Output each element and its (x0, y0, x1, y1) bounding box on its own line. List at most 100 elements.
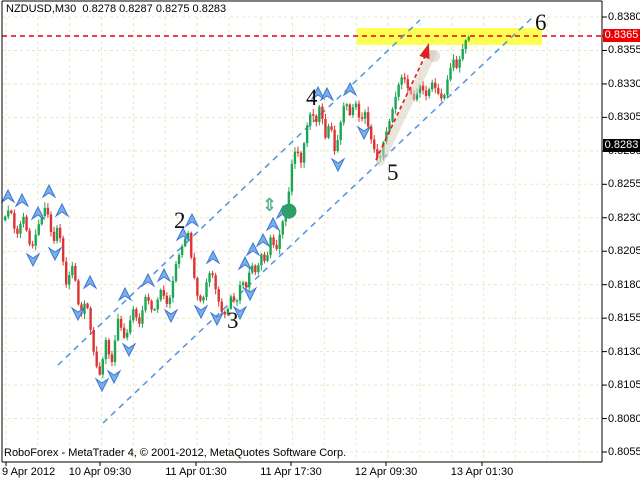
bull-candle (68, 275, 71, 285)
price-axis-label: 0.8380 (608, 11, 640, 23)
price-axis-label: 0.8080 (608, 412, 640, 425)
channel-line (102, 16, 534, 424)
bull-candle (83, 303, 86, 314)
bear-candle (25, 216, 28, 231)
bear-candle (190, 232, 193, 258)
fractal-up-icon (82, 274, 98, 290)
bull-candle (266, 255, 269, 261)
bear-candle (107, 340, 111, 355)
bear-candle (95, 351, 98, 367)
bull-candle (278, 234, 281, 249)
bull-candle (226, 308, 230, 315)
fractal-up-icon (156, 267, 172, 283)
bear-candle (312, 114, 315, 116)
bear-candle (348, 104, 352, 116)
bear-candle (74, 265, 77, 281)
bear-candle (31, 244, 34, 246)
price-axis-label: 0.8155 (608, 312, 640, 325)
bear-candle (263, 254, 266, 261)
bear-candle (162, 289, 165, 296)
fractal-arrow-layer (0, 81, 372, 393)
fractal-down-icon (94, 377, 110, 393)
fractal-up-icon (0, 188, 16, 204)
bear-candle (58, 227, 62, 239)
bear-candle (165, 295, 169, 304)
bull-candle (116, 318, 120, 341)
bear-candle (193, 257, 196, 278)
bull-candle (257, 265, 260, 273)
bull-candle (269, 237, 272, 256)
bull-candle (336, 140, 339, 152)
bull-candle (129, 320, 132, 333)
price-axis-label: 0.8205 (608, 245, 640, 258)
bull-candle (281, 221, 284, 235)
fractal-down-icon (163, 308, 179, 324)
trendline-layer (57, 16, 534, 424)
bull-candle (363, 112, 367, 119)
bear-candle (65, 261, 68, 285)
fractal-up-icon (184, 212, 200, 228)
bull-candle (141, 310, 144, 324)
axis-layer (1, 0, 607, 466)
bear-candle (366, 112, 370, 127)
bear-candle (98, 366, 101, 375)
bear-candle (254, 265, 257, 273)
bull-candle (235, 300, 239, 302)
bull-candle (418, 85, 422, 94)
bull-candle (205, 282, 208, 297)
fractal-up-icon (265, 216, 281, 232)
bull-candle (400, 77, 403, 85)
bull-candle (248, 272, 251, 288)
bull-candle (104, 340, 108, 360)
bull-candle (388, 121, 391, 132)
fractal-up-icon (255, 232, 271, 248)
entry-point-marker (281, 203, 297, 219)
bull-candle (427, 89, 431, 96)
time-axis-label: 10 Apr 09:30 (68, 466, 132, 478)
bear-candle (403, 77, 406, 80)
fractal-up-icon (54, 202, 70, 218)
forecast-arrow-head (419, 43, 430, 59)
bear-candle (357, 103, 361, 118)
grid-layer (2, 16, 602, 462)
pattern-point-label-2: 2 (174, 208, 186, 233)
fractal-up-icon (319, 86, 335, 102)
fractal-up-icon (30, 205, 46, 221)
bear-candle (360, 117, 364, 119)
price-axis-label: 0.8180 (608, 278, 640, 291)
chart-title: NZDUSD,M30 0.8278 0.8287 0.8275 0.8283 (6, 3, 226, 15)
bull-candle (34, 234, 37, 246)
bull-candle (113, 340, 117, 363)
bull-candle (229, 296, 233, 309)
fractal-down-icon (330, 157, 346, 173)
bull-candle (318, 106, 321, 122)
price-axis-label: 0.8305 (608, 111, 640, 124)
bear-candle (138, 317, 141, 324)
bear-candle (220, 301, 223, 312)
price-axis-label: 0.8105 (608, 379, 640, 392)
bear-candle (49, 214, 53, 232)
bear-candle (89, 308, 92, 330)
fractal-down-icon (106, 369, 122, 385)
bull-candle (40, 216, 43, 225)
bull-candle (461, 48, 464, 60)
bear-candle (135, 309, 138, 318)
bear-candle (330, 126, 333, 130)
updown-arrow-icon: ⇕ (262, 195, 278, 215)
time-axis-label: 13 Apr 01:30 (450, 466, 514, 478)
target-price-badge: 0.8365 (603, 29, 640, 42)
copyright-label: RoboForex - MetaTrader 4, © 2001-2012, M… (4, 447, 347, 459)
bear-candle (46, 207, 50, 215)
pattern-point-label-6: 6 (535, 10, 547, 35)
bear-candle (214, 275, 217, 290)
bull-candle (168, 297, 172, 304)
fractal-down-icon (25, 252, 41, 268)
time-axis-label: 12 Apr 09:30 (354, 466, 418, 478)
bull-candle (290, 163, 294, 192)
time-axis-label: 11 Apr 17:30 (260, 466, 322, 478)
bear-candle (52, 231, 56, 241)
bull-candle (153, 309, 156, 311)
bull-candle (385, 131, 388, 143)
